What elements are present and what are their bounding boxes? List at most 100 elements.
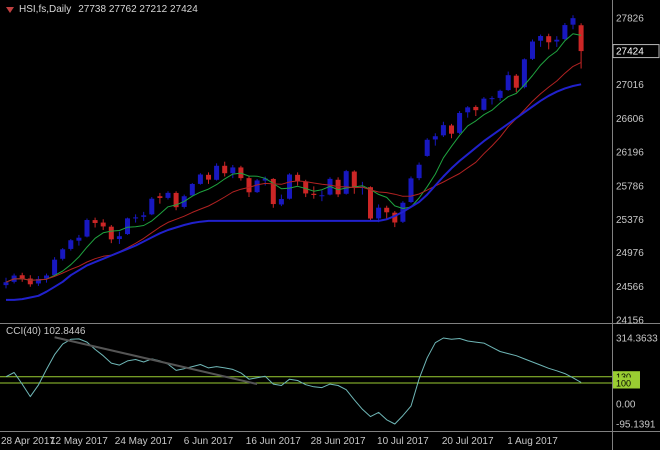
candle-body xyxy=(149,198,155,215)
candle-body xyxy=(562,25,568,40)
current-price-tag xyxy=(612,44,660,59)
candle-body xyxy=(206,174,211,180)
candle-body xyxy=(489,98,495,100)
candle-body xyxy=(457,112,463,133)
candle-body xyxy=(473,106,479,111)
cci-level-tag xyxy=(613,371,640,383)
indicator-label: CCI(40) 102.8446 xyxy=(6,326,86,337)
candle-body xyxy=(465,107,471,113)
candle-body xyxy=(254,180,260,193)
candle-body xyxy=(3,282,9,286)
candle-body xyxy=(440,125,446,136)
candle-body xyxy=(432,136,438,140)
candle-body xyxy=(392,212,398,223)
candle-body xyxy=(416,164,422,179)
support-step-line xyxy=(6,83,582,301)
candle-body xyxy=(449,125,454,134)
candle-body xyxy=(246,178,252,193)
ohlc-readout: 27738 27762 27212 27424 xyxy=(78,4,198,15)
candle-body xyxy=(60,249,66,259)
candle-body xyxy=(546,36,552,43)
candle-body xyxy=(303,181,309,194)
price-axis-label: 25786 xyxy=(616,181,644,192)
candle-body xyxy=(262,178,268,181)
candle-body xyxy=(521,59,527,88)
price-axis-label: 27826 xyxy=(616,14,644,25)
candle-body xyxy=(505,75,511,91)
date-axis-label: 16 Jun 2017 xyxy=(246,436,301,447)
candle-body xyxy=(530,41,535,59)
candle-body xyxy=(230,167,236,174)
candle-body xyxy=(141,215,147,217)
candle-body xyxy=(173,192,179,208)
candle-body xyxy=(44,275,49,279)
candle-body xyxy=(116,236,122,240)
candle-body xyxy=(538,36,544,41)
price-axis-label: 24566 xyxy=(616,282,644,293)
indicator-axis-label: 0.00 xyxy=(616,400,636,411)
candle-body xyxy=(76,237,82,241)
indicator-axis-label: 314.3633 xyxy=(616,333,658,344)
indicator-axis-label: -95.1391 xyxy=(616,419,656,430)
candle-body xyxy=(481,98,487,110)
cci-trendline[interactable] xyxy=(54,336,258,386)
candle-body xyxy=(295,174,301,182)
cci-line xyxy=(5,337,582,425)
candle-body xyxy=(497,90,503,98)
candle-body xyxy=(384,207,390,213)
price-axis-label: 26196 xyxy=(616,148,644,159)
date-axis-label: 24 May 2017 xyxy=(115,436,173,447)
candle-body xyxy=(84,220,90,237)
candle-body xyxy=(278,199,284,205)
candle-body xyxy=(376,207,382,219)
candle-body xyxy=(133,217,139,219)
candle-body xyxy=(343,171,349,194)
symbol-label: HSI,fs,Daily xyxy=(19,4,72,15)
date-axis-label: 10 Jul 2017 xyxy=(377,436,429,447)
candle-body xyxy=(287,174,292,199)
symbol-info: HSI,fs,Daily 27738 27762 27212 27424 xyxy=(6,4,198,16)
candle-body xyxy=(222,165,228,174)
candle-body xyxy=(311,193,317,196)
candle-body xyxy=(424,139,430,156)
date-axis-label: 28 Apr 2017 xyxy=(1,436,55,447)
date-axis-label: 12 May 2017 xyxy=(50,436,108,447)
price-axis-label: 26606 xyxy=(616,114,644,125)
candle-body xyxy=(270,178,276,205)
price-axis-label: 24156 xyxy=(616,316,644,327)
candle-body xyxy=(35,278,41,284)
candle-body xyxy=(554,39,560,42)
candle-body xyxy=(108,226,114,240)
price-axis-label: 24976 xyxy=(616,248,644,259)
candle-body xyxy=(68,240,74,249)
candle-body xyxy=(52,259,58,276)
candle-body xyxy=(570,18,576,25)
cci-level-label: 100 xyxy=(616,379,631,389)
candle-body xyxy=(368,187,373,219)
cci-level-label: 130 xyxy=(616,372,631,382)
candle-body xyxy=(100,222,106,227)
candle-body xyxy=(578,25,584,52)
date-axis-label: 1 Aug 2017 xyxy=(507,436,558,447)
candle-body xyxy=(19,275,25,279)
price-axis-label: 27016 xyxy=(616,80,644,91)
candle-body xyxy=(214,165,220,180)
current-price-label: 27424 xyxy=(616,47,644,58)
candle-body xyxy=(165,192,171,198)
candle-body xyxy=(513,75,519,88)
date-axis-label: 20 Jul 2017 xyxy=(442,436,494,447)
ma-slow-line xyxy=(5,61,582,283)
candle-body xyxy=(92,220,98,223)
candle-body xyxy=(319,195,325,197)
cci-level-tag xyxy=(613,377,640,389)
symbol-marker-icon xyxy=(6,7,14,13)
candle-body xyxy=(408,178,414,202)
candle-body xyxy=(157,196,163,198)
date-axis-label: 6 Jun 2017 xyxy=(184,436,234,447)
date-axis-label: 28 Jun 2017 xyxy=(311,436,366,447)
candle-body xyxy=(27,278,33,285)
price-axis-label: 25376 xyxy=(616,215,644,226)
candle-body xyxy=(197,174,203,184)
